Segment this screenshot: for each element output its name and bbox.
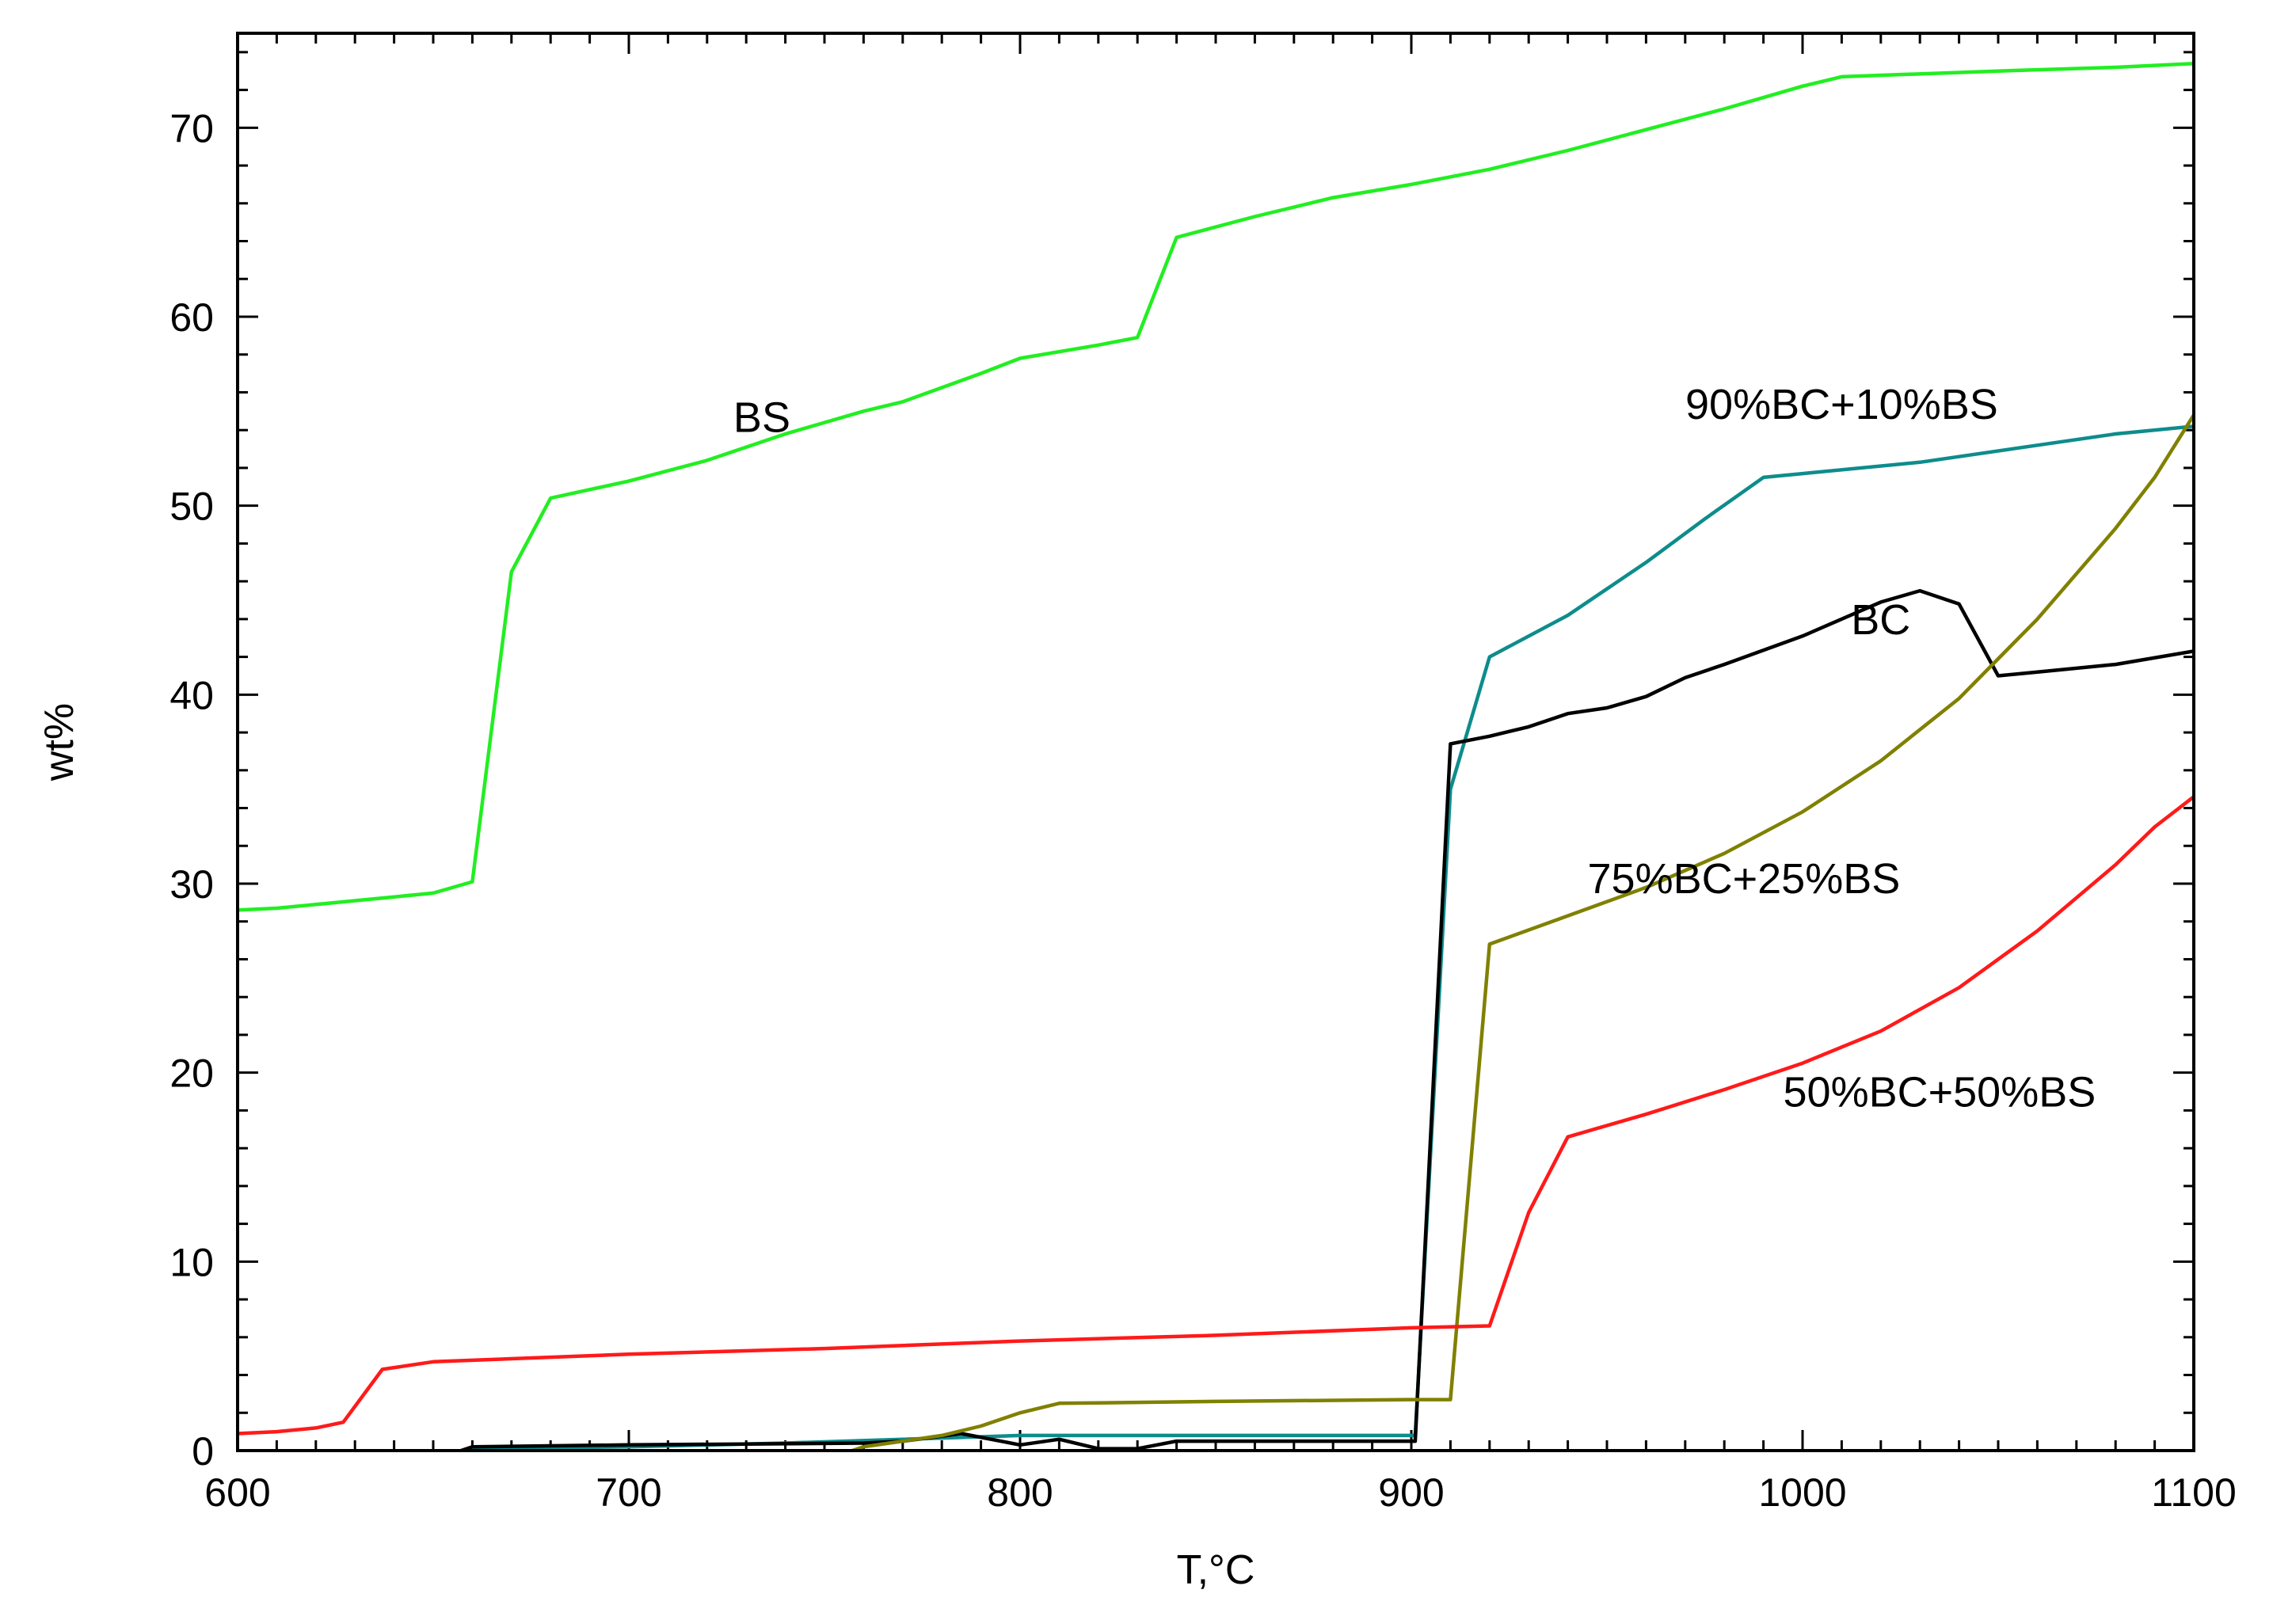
y-axis-title: wt% (36, 703, 82, 782)
series-annotation: 75%BC+25%BS (1588, 855, 1901, 903)
y-tick-label: 40 (169, 673, 214, 717)
tick-labels: 600 700 800 900 1000 1100 0 10 20 30 40 50 60 70 (169, 106, 2236, 1515)
plot-frame (236, 32, 2195, 1452)
series-annotations: BS 90%BC+10%BS BC 75%BC+25%BS 50%BC+50%BS (733, 381, 2096, 1116)
x-tick-label: 900 (1378, 1470, 1444, 1515)
y-tick-label: 10 (169, 1240, 214, 1284)
x-tick-label: 1000 (1758, 1470, 1846, 1515)
y-tick-label: 60 (169, 295, 214, 340)
y-tick-label: 70 (169, 106, 214, 150)
series-annotation: BC (1851, 596, 1910, 644)
x-axis-title: T,°C (1177, 1547, 1255, 1593)
series-line-4 (847, 413, 2194, 1451)
x-tick-label: 700 (596, 1470, 661, 1515)
series-line-1 (238, 61, 2194, 912)
y-tick-label: 0 (192, 1429, 214, 1474)
x-tick-label: 1100 (2151, 1470, 2237, 1515)
y-tick-label: 50 (169, 485, 214, 529)
series-annotation: 50%BC+50%BS (1784, 1069, 2096, 1116)
y-tick-label: 30 (169, 862, 214, 907)
series-lines (238, 61, 2194, 1451)
x-tick-label: 600 (204, 1470, 270, 1515)
x-tick-label: 800 (987, 1470, 1053, 1515)
series-annotation: 90%BC+10%BS (1685, 381, 1998, 428)
series-annotation: BS (733, 394, 790, 442)
y-tick-label: 20 (169, 1052, 214, 1096)
series-line-5 (238, 795, 2194, 1436)
